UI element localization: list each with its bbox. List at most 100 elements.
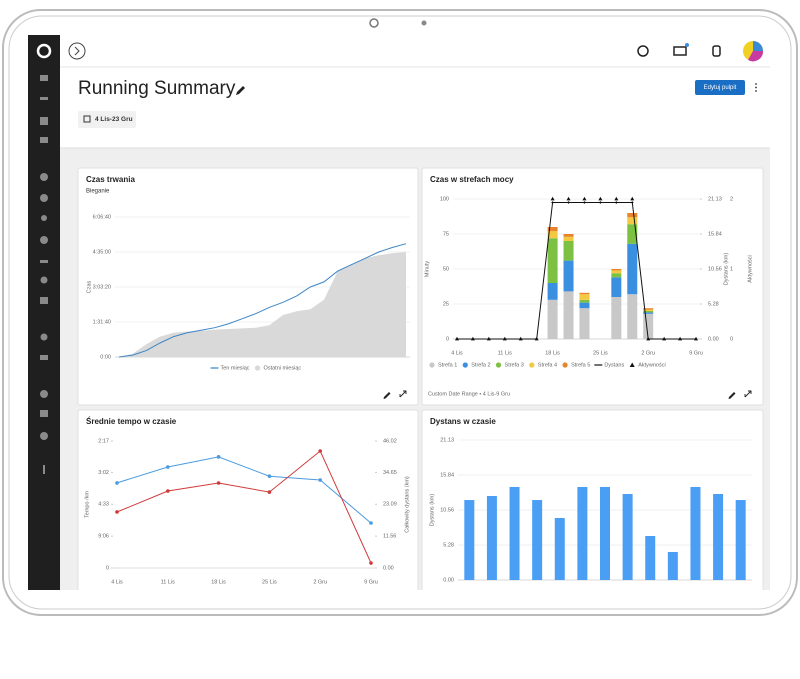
bar [735, 500, 746, 580]
sidebar-icons [40, 75, 48, 474]
activity-marker [502, 336, 507, 341]
inbox-icon[interactable] [673, 46, 687, 56]
bar-segment [611, 273, 622, 278]
point [115, 481, 119, 485]
y2-axis-label: Dystans (km) [723, 253, 729, 286]
y-tick-label: 0 [446, 336, 449, 342]
bar-segment [643, 313, 654, 339]
panel-title: Czas trwania [86, 175, 135, 184]
nav-calendar[interactable] [40, 117, 48, 125]
point [318, 478, 323, 482]
nav-health[interactable] [40, 194, 48, 202]
nav-groups[interactable] [40, 355, 48, 360]
y-tick-label: 15.84 [440, 473, 454, 479]
bar-segment [563, 241, 574, 261]
logo[interactable] [36, 43, 52, 59]
x-tick-label: 25 Lis [262, 579, 277, 585]
point [630, 201, 634, 204]
nav-timer[interactable] [40, 236, 48, 244]
y2-tick-label: 23.09 [383, 502, 397, 508]
activity-marker [662, 336, 667, 341]
point [369, 521, 373, 525]
edit-icon [383, 392, 391, 399]
nav-settings[interactable] [40, 432, 48, 440]
date-range: 4 Lis-23 Gru [95, 116, 133, 123]
panel-title: Średnie tempo w czasie [86, 417, 177, 426]
point [267, 474, 272, 478]
edit-title-icon[interactable] [236, 86, 245, 95]
y2-axis-label: Całkowity dystans (km) [404, 476, 410, 533]
point [115, 510, 119, 514]
activity-marker [582, 196, 587, 201]
nav-challenges[interactable] [40, 173, 48, 181]
point [369, 561, 373, 565]
legend-label: Strefa 3 [505, 362, 524, 368]
x-tick-label: 25 Lis [593, 350, 608, 356]
legend-label: Dystans [604, 362, 624, 368]
y-axis-label: Minuty [424, 261, 430, 277]
nav-connections[interactable] [40, 333, 48, 341]
edit-dashboard-button[interactable] [695, 80, 745, 95]
x-tick-label: 11 Lis [498, 350, 513, 356]
bar [577, 486, 588, 580]
y2-tick-label: 0.00 [708, 336, 719, 342]
nav-badges[interactable] [40, 390, 48, 398]
legend-swatch [629, 362, 635, 367]
point [583, 201, 586, 204]
nav-insights[interactable] [40, 276, 48, 284]
area [119, 252, 406, 357]
y-axis-label: Dystans (km) [429, 494, 435, 527]
bar-segment [563, 291, 574, 339]
camera [369, 18, 379, 28]
y-tick-label: 2:17 [98, 438, 109, 444]
y-axis-label: Czas [86, 280, 92, 293]
bar-segment [579, 302, 590, 309]
nav-stats[interactable] [40, 297, 48, 304]
nav-training[interactable] [41, 215, 47, 221]
sync-icon[interactable] [637, 45, 649, 57]
x-tick-label: 9 Gru [689, 350, 703, 356]
bar [645, 536, 656, 580]
date-chip[interactable] [78, 111, 136, 128]
y-tick-label: 3:02 [98, 470, 109, 476]
y-tick-label: 50 [443, 266, 449, 272]
point [599, 201, 602, 204]
line [116, 450, 372, 564]
back-button[interactable] [68, 42, 86, 60]
device-icon[interactable] [712, 45, 721, 57]
activity-marker [694, 336, 698, 341]
legend-swatch [562, 362, 568, 368]
point [614, 201, 618, 204]
bar-segment [627, 213, 638, 218]
more-menu[interactable] [755, 83, 757, 92]
nav-home[interactable] [40, 75, 48, 81]
panel [77, 409, 419, 590]
y-tick-label: 5.28 [443, 542, 454, 548]
y-tick-label: 6:06:40 [93, 214, 111, 220]
nav-trophy[interactable] [40, 410, 48, 417]
bar [554, 517, 565, 580]
y2-tick-label: 11.56 [383, 534, 396, 540]
sidebar [28, 35, 60, 590]
header-bg [60, 35, 770, 148]
nav-reports[interactable] [40, 137, 48, 143]
bar-segment [611, 277, 622, 297]
nav-info[interactable] [43, 465, 45, 474]
point [166, 489, 170, 493]
y-tick-label: 75 [443, 231, 449, 237]
line [116, 456, 372, 524]
y3-tick-label: 2 [730, 196, 733, 202]
activity-marker [678, 336, 683, 341]
y2-tick-label: 0.00 [383, 565, 394, 571]
nav-gear[interactable] [40, 260, 48, 263]
bar [532, 500, 543, 580]
bar-segment [563, 260, 574, 292]
bar-segment [547, 227, 558, 232]
y2-tick-label: 34.65 [383, 470, 397, 476]
panel-title: Dystans w czasie [430, 417, 496, 426]
page-title: Running Summary [78, 78, 236, 99]
sensor [421, 20, 427, 26]
nav-activity[interactable] [40, 97, 48, 100]
point [216, 455, 221, 459]
